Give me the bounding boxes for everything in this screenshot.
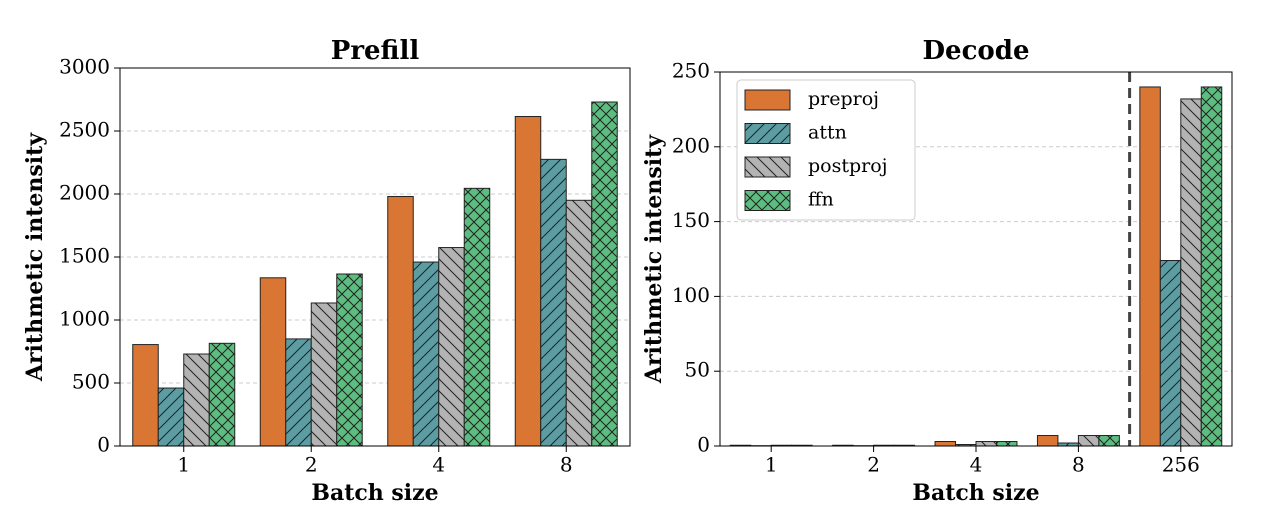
bar — [1139, 86, 1161, 447]
bar — [1036, 435, 1059, 447]
bar — [1077, 435, 1100, 447]
bar — [1098, 435, 1120, 447]
legend-swatch — [744, 123, 791, 144]
x-tick-label: 8 — [1072, 453, 1085, 477]
legend-label: attn — [808, 122, 847, 144]
x-tick-label: 256 — [1162, 453, 1200, 477]
y-tick-label: 100 — [672, 283, 710, 307]
y-axis-label: Arithmetic intensity — [22, 132, 48, 382]
legend-swatch — [744, 156, 791, 178]
bar — [157, 387, 185, 447]
x-tick-label: 2 — [867, 453, 880, 477]
y-tick-label: 2000 — [59, 181, 110, 205]
chart-title: Decode — [923, 36, 1030, 66]
y-tick-label: 200 — [672, 133, 710, 157]
y-tick-label: 2500 — [59, 118, 110, 142]
y-tick-label: 250 — [672, 59, 710, 83]
plot-frame — [719, 71, 1233, 447]
y-axis-label: Arithmetic intensity — [641, 134, 667, 384]
x-axis-label: Batch size — [311, 480, 438, 506]
bar — [934, 441, 957, 447]
y-tick-label: 1500 — [59, 244, 110, 268]
bar — [463, 187, 491, 447]
x-tick-label: 2 — [305, 453, 318, 477]
bar — [336, 273, 363, 447]
y-tick-label: 0 — [97, 433, 110, 457]
x-axis-label: Batch size — [912, 480, 1039, 506]
bar — [514, 116, 542, 447]
y-tick-label: 0 — [697, 433, 710, 457]
bar — [285, 338, 312, 447]
x-tick-label: 1 — [177, 453, 190, 477]
y-tick-label: 1000 — [59, 307, 110, 331]
bar — [591, 101, 618, 447]
x-tick-label: 8 — [560, 453, 573, 477]
bar — [995, 441, 1018, 447]
legend-label: preproj — [808, 88, 879, 110]
y-tick-label: 150 — [672, 208, 710, 232]
x-tick-label: 4 — [970, 453, 983, 477]
legend-label: postproj — [808, 155, 888, 177]
x-tick-label: 1 — [765, 453, 778, 477]
bar — [412, 261, 440, 447]
chart-title: Prefill — [331, 36, 420, 66]
bar — [540, 158, 567, 447]
bar — [565, 199, 593, 447]
y-tick-label: 3000 — [59, 55, 110, 79]
bar — [310, 302, 338, 447]
y-tick-label: 500 — [72, 370, 110, 394]
bar — [1180, 98, 1202, 447]
bar — [1200, 86, 1223, 447]
legend-box — [736, 79, 916, 221]
bar — [1159, 259, 1182, 447]
bar — [259, 277, 287, 447]
legend-label: ffn — [808, 189, 834, 211]
bar — [132, 344, 159, 447]
bar — [183, 353, 210, 447]
plot-frame — [119, 67, 631, 447]
bar — [208, 342, 236, 447]
legend-swatch — [744, 190, 791, 211]
x-tick-label: 4 — [432, 453, 445, 477]
bar — [387, 196, 414, 447]
y-tick-label: 50 — [685, 358, 710, 382]
bar — [438, 247, 465, 447]
bar — [975, 441, 997, 447]
legend-swatch — [744, 89, 791, 111]
